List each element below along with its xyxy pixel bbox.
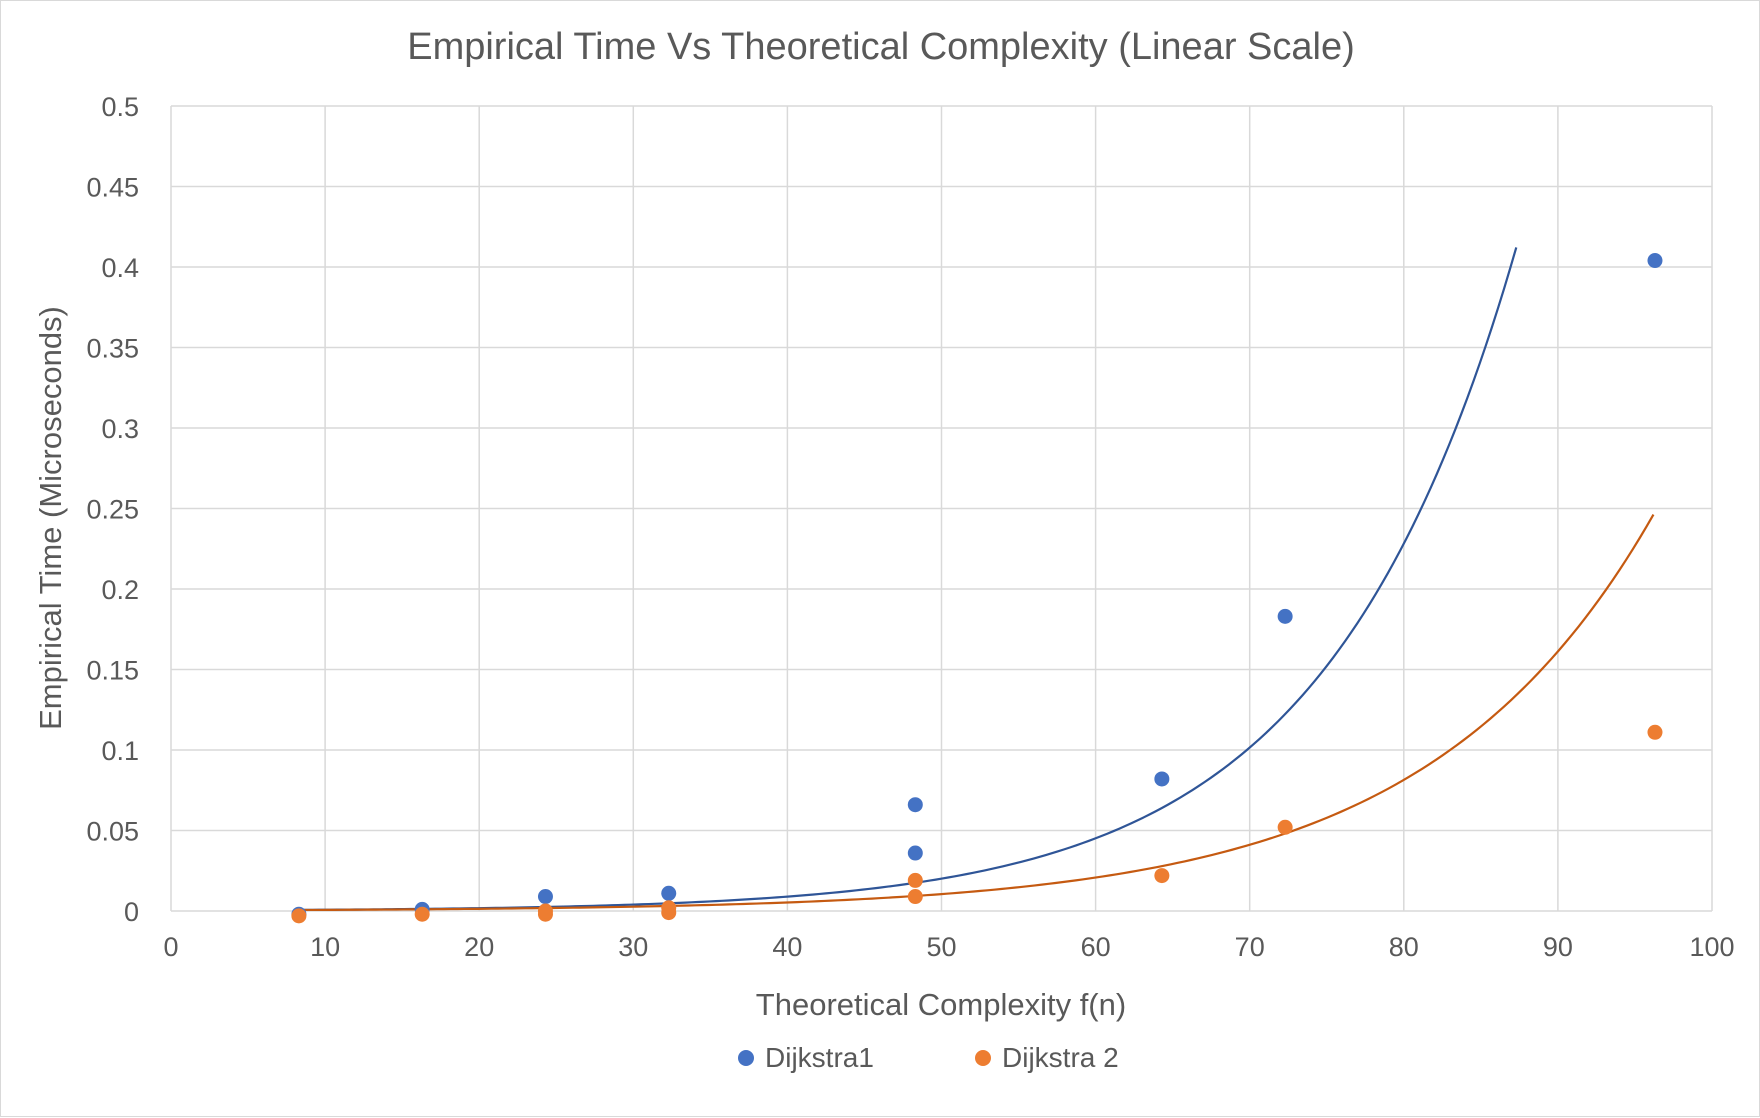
x-tick-label: 0 bbox=[163, 932, 178, 962]
data-point-dijkstra-2 bbox=[414, 906, 430, 922]
data-point-dijkstra-2 bbox=[1154, 868, 1170, 884]
x-tick-label: 20 bbox=[464, 932, 494, 962]
point-layer bbox=[291, 253, 1663, 924]
data-point-dijkstra-2 bbox=[1277, 819, 1293, 835]
data-point-dijkstra1 bbox=[907, 845, 923, 861]
y-tick-label: 0.15 bbox=[86, 656, 139, 686]
x-tick-label: 60 bbox=[1081, 932, 1111, 962]
data-point-dijkstra1 bbox=[661, 885, 677, 901]
data-point-dijkstra1 bbox=[907, 797, 923, 813]
data-point-dijkstra-2 bbox=[291, 908, 307, 924]
data-point-dijkstra1 bbox=[537, 889, 553, 905]
y-axis-title: Empirical Time (Microseconds) bbox=[33, 306, 68, 730]
x-tick-label: 10 bbox=[310, 932, 340, 962]
y-tick-label: 0.5 bbox=[101, 92, 139, 122]
y-tick-label: 0.1 bbox=[101, 736, 139, 766]
chart-title: Empirical Time Vs Theoretical Complexity… bbox=[407, 26, 1355, 68]
data-point-dijkstra-2 bbox=[537, 903, 553, 919]
trendline-dijkstra-2 bbox=[294, 514, 1655, 911]
legend-label: Dijkstra1 bbox=[765, 1042, 874, 1073]
tick-layer: 0 10 20 30 40 50 60 70 80 90 100 0 0.05 0.1 0.15 0.2 0.2… bbox=[86, 92, 1734, 962]
grid-layer bbox=[170, 105, 1713, 912]
x-tick-label: 70 bbox=[1235, 932, 1265, 962]
x-tick-label: 30 bbox=[618, 932, 648, 962]
x-tick-label: 80 bbox=[1389, 932, 1419, 962]
legend-marker bbox=[975, 1050, 991, 1066]
x-tick-label: 50 bbox=[926, 932, 956, 962]
y-tick-label: 0 bbox=[124, 897, 139, 927]
data-point-dijkstra1 bbox=[1154, 771, 1170, 787]
y-tick-label: 0.25 bbox=[86, 495, 139, 525]
y-tick-label: 0.35 bbox=[86, 334, 139, 364]
data-point-dijkstra-2 bbox=[907, 889, 923, 905]
x-tick-label: 40 bbox=[772, 932, 802, 962]
legend: Dijkstra1 Dijkstra 2 bbox=[738, 1042, 1119, 1073]
data-point-dijkstra1 bbox=[1647, 253, 1663, 269]
data-point-dijkstra-2 bbox=[661, 900, 677, 916]
y-tick-label: 0.3 bbox=[101, 414, 139, 444]
y-tick-label: 0.2 bbox=[101, 575, 139, 605]
legend-label: Dijkstra 2 bbox=[1002, 1042, 1119, 1073]
x-tick-label: 100 bbox=[1689, 932, 1734, 962]
data-point-dijkstra-2 bbox=[907, 872, 923, 888]
data-point-dijkstra-2 bbox=[1647, 724, 1663, 740]
data-point-dijkstra1 bbox=[1277, 608, 1293, 624]
legend-marker bbox=[738, 1050, 754, 1066]
trendline-layer bbox=[294, 247, 1655, 911]
y-tick-label: 0.05 bbox=[86, 817, 139, 847]
x-tick-label: 90 bbox=[1543, 932, 1573, 962]
x-axis-title: Theoretical Complexity f(n) bbox=[756, 987, 1126, 1022]
y-tick-label: 0.45 bbox=[86, 173, 139, 203]
y-tick-label: 0.4 bbox=[101, 253, 139, 283]
